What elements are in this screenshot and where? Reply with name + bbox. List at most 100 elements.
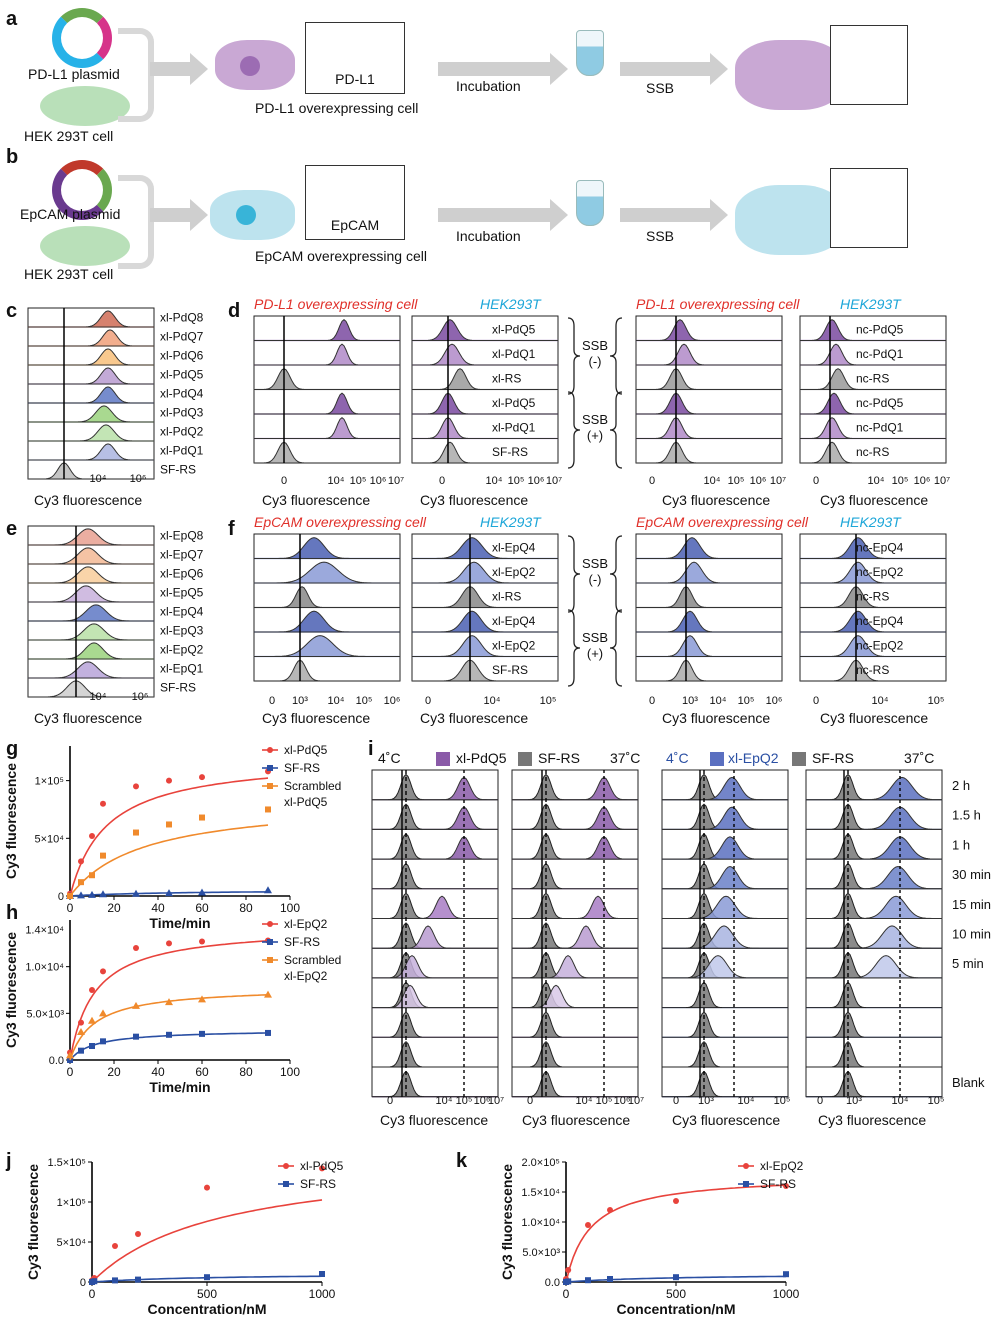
tick-label: 10³ xyxy=(292,695,308,707)
y-tick-label: 0.0 xyxy=(49,1055,64,1067)
arrow-a3 xyxy=(620,53,728,85)
data-point xyxy=(199,1030,205,1037)
histogram-peak xyxy=(254,392,400,415)
chart-j: 0 500 1000 0 5×10⁴ 1×10⁵ 1.5×10⁵ Concentration/… xyxy=(25,1157,344,1317)
epcam-cell-label: EpCAM overexpressing cell xyxy=(255,248,427,264)
x-axis-label: Concentration/nM xyxy=(148,1301,267,1317)
y-tick-label: 1.0×10⁴ xyxy=(521,1217,560,1229)
x-tick-label: 20 xyxy=(107,901,121,915)
histogram-peak xyxy=(372,955,498,979)
data-point xyxy=(112,1277,118,1284)
ssb-label-a: SSB xyxy=(646,80,675,96)
y-tick-label: 5.0×10³ xyxy=(522,1247,560,1259)
histogram-peak xyxy=(806,836,943,860)
tube-icon-a xyxy=(576,30,604,76)
time-label: Blank xyxy=(952,1075,985,1090)
tick-label: 10⁴ xyxy=(486,475,503,487)
histogram-peak xyxy=(800,392,946,415)
histogram-peak xyxy=(512,895,638,919)
legend-label: SF-RS xyxy=(300,1177,336,1191)
histogram-peak xyxy=(28,462,154,480)
row-label: SF-RS xyxy=(160,463,196,477)
f-title-epcam: EpCAM overexpressing cell xyxy=(254,514,426,530)
d-xlabel-1: Cy3 fluorescence xyxy=(262,492,371,508)
histogram-peak xyxy=(28,680,154,698)
epcam-box-label: EpCAM xyxy=(330,217,380,233)
panel-letter-j: j xyxy=(6,1150,12,1172)
histogram-peak xyxy=(372,895,498,919)
tick-label: 0 xyxy=(817,1095,823,1107)
data-point xyxy=(133,829,139,836)
tick-label: 0 xyxy=(813,475,819,487)
panel-letter-k: k xyxy=(456,1150,468,1172)
d-histogram-1: 0 10⁴ 10⁵ 10⁶ 10⁷ xyxy=(253,315,404,487)
tick-label: 10⁴ xyxy=(484,695,501,707)
data-point xyxy=(565,1267,572,1273)
ssb-label: SSB xyxy=(582,412,608,427)
y-axis-label: Cy3 fluorescence xyxy=(25,1164,41,1280)
f-title-hek-nc: HEK293T xyxy=(840,514,901,530)
d-title-hek: HEK293T xyxy=(480,296,541,312)
histogram-peak xyxy=(28,329,154,347)
zoom-box-a xyxy=(830,25,908,105)
f-ssb-minus: SSB(-) xyxy=(567,535,623,613)
tick-label: 0 xyxy=(425,695,431,707)
c-xlabel: Cy3 fluorescence xyxy=(34,492,143,508)
tick-label: 0 xyxy=(813,695,819,707)
tick-label: 10⁴ xyxy=(892,1095,909,1107)
histogram-peak xyxy=(636,537,782,559)
panel-letter-a: a xyxy=(6,8,18,30)
panel-letter-i: i xyxy=(368,738,374,760)
histogram-peak xyxy=(806,981,942,1009)
histogram-peak xyxy=(636,659,782,682)
tick-label: 0 xyxy=(527,1095,533,1107)
y-tick-label: 5×10⁴ xyxy=(56,1237,86,1249)
histogram-peak xyxy=(636,635,782,657)
legend-label: xl-PdQ5 xyxy=(284,795,328,809)
data-point xyxy=(199,814,205,821)
data-point xyxy=(133,1033,139,1040)
histogram-peak xyxy=(636,586,782,608)
hek-cell-label-b: HEK 293T cell xyxy=(24,266,114,282)
row-label: xl-PdQ5 xyxy=(492,323,536,337)
histogram-peak xyxy=(800,635,946,657)
f-histogram-1: 0 10³ 10⁴ 10⁵ 10⁶ xyxy=(253,533,401,707)
legend-marker xyxy=(267,747,273,753)
histogram-peak xyxy=(800,610,946,633)
f-histogram-2: xl-EpQ4 xl-EpQ2 xl-RS xl-EpQ4 xl-EpQ2 SF-RS 0 1… xyxy=(411,533,559,707)
legend-marker xyxy=(743,1163,749,1169)
row-label: nc-RS xyxy=(856,445,889,459)
y-axis-label: Cy3 fluorescence xyxy=(3,932,19,1048)
chart-k: 0 500 1000 0.0 5.0×10³ 1.0×10⁴ 1.5×10⁴ 2.0×10⁵ C… xyxy=(499,1157,804,1317)
tick-label: 10⁵ xyxy=(596,1095,613,1107)
tick-label: 10⁶ xyxy=(384,695,401,707)
time-label: 1 h xyxy=(952,837,970,852)
f-xlabel-1: Cy3 fluorescence xyxy=(262,710,371,726)
legend-label: xl-EpQ2 xyxy=(284,917,328,931)
tick-label: 10⁵ xyxy=(738,695,755,707)
time-label: 15 min xyxy=(952,897,991,912)
d-ssb-minus: SSB(-) xyxy=(567,317,623,395)
histogram-peak xyxy=(662,865,788,890)
tick-label: 10⁵ xyxy=(928,695,945,707)
data-point xyxy=(166,940,172,947)
histogram-peak xyxy=(28,547,154,565)
histogram-peak xyxy=(28,443,154,461)
panel-letter-d: d xyxy=(228,300,241,322)
y-tick-label: 1.0×10⁴ xyxy=(25,962,64,974)
tick-label: 0 xyxy=(673,1095,679,1107)
f-histogram-3: 0 10³ 10⁴ 10⁵ 10⁶ xyxy=(635,533,783,707)
data-point xyxy=(165,998,173,1006)
histogram-peak xyxy=(512,806,638,830)
histogram-peak xyxy=(28,405,154,423)
tick-label: 10⁶ xyxy=(766,695,783,707)
histogram-peak xyxy=(28,348,154,366)
histogram-peak xyxy=(662,806,788,830)
arrow-a1 xyxy=(150,53,208,85)
panel-letter-e: e xyxy=(6,518,18,540)
row-label: xl-EpQ8 xyxy=(160,529,204,543)
row-label: xl-EpQ4 xyxy=(492,614,536,628)
i-xlabel-1: Cy3 fluorescence xyxy=(380,1112,489,1128)
row-label: nc-EpQ2 xyxy=(856,639,904,653)
tick-label: 10⁴ xyxy=(576,1095,593,1107)
